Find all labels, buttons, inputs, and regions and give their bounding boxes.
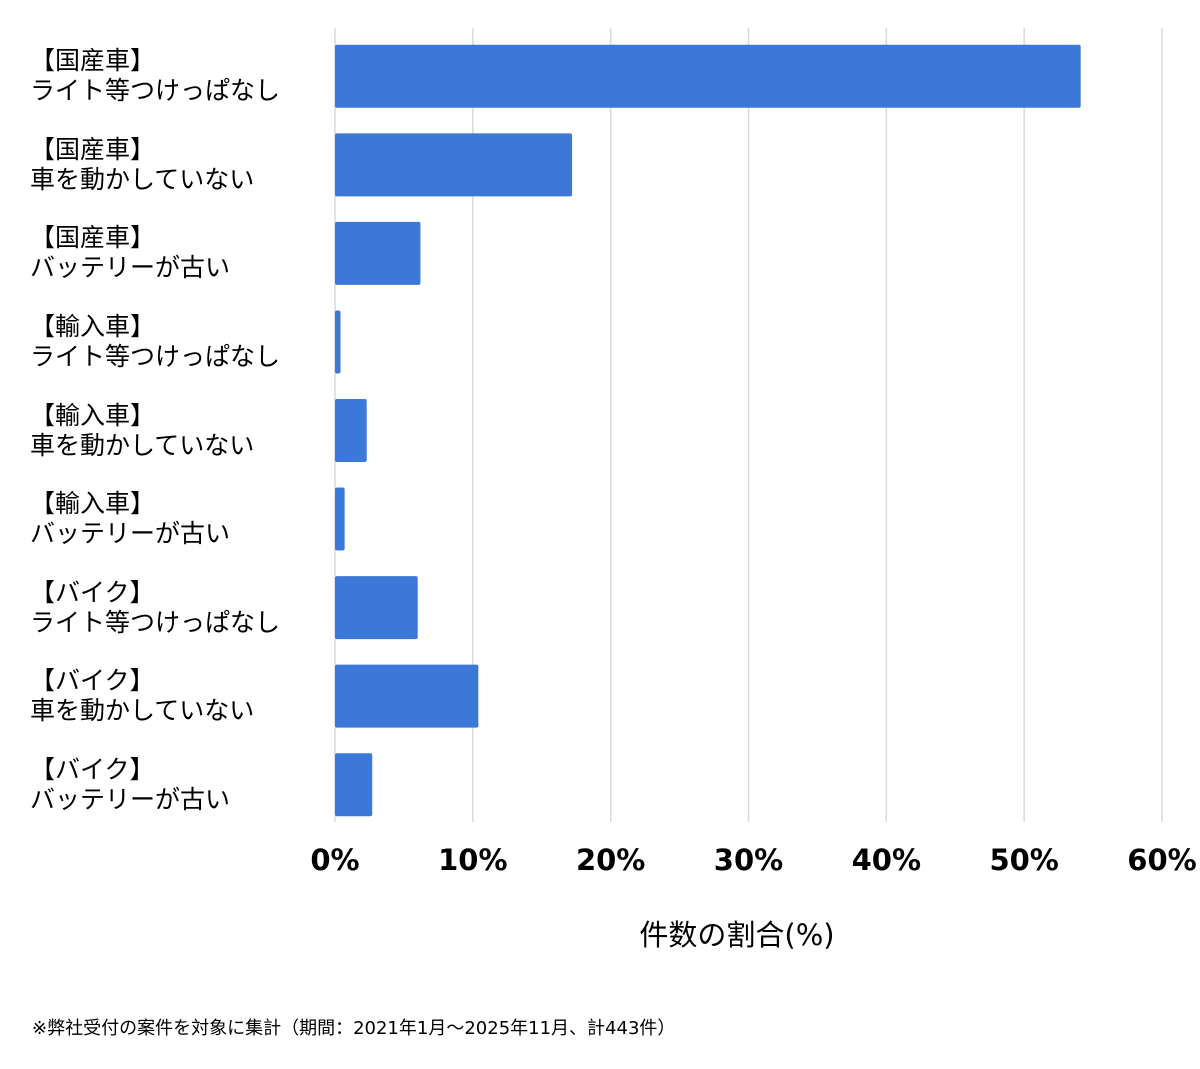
bar: [335, 133, 573, 197]
y-tick-label: 【国産車】 バッテリーが古い: [30, 223, 231, 283]
x-tick-label: 60%: [1127, 843, 1196, 877]
x-tick-label: 30%: [714, 843, 783, 877]
bar: [335, 44, 1081, 108]
bar: [335, 664, 479, 728]
x-tick-label: 0%: [310, 843, 359, 877]
x-tick-label: 40%: [852, 843, 921, 877]
y-tick-label: 【輸入車】 車を動かしていない: [30, 400, 255, 460]
y-tick-label: 【バイク】 バッテリーが古い: [30, 754, 231, 814]
x-tick-label: 10%: [438, 843, 507, 877]
y-tick-label: 【国産車】 ライト等つけっぱなし: [30, 46, 281, 106]
bar: [335, 753, 373, 817]
y-tick-label: 【輸入車】 バッテリーが古い: [30, 489, 231, 549]
bar: [335, 221, 421, 285]
x-tick-label: 50%: [989, 843, 1058, 877]
footnote: ※弊社受付の案件を対象に集計（期間：2021年1月〜2025年11月、計443件…: [32, 1018, 675, 1039]
y-tick-label: 【バイク】 ライト等つけっぱなし: [30, 577, 281, 637]
x-tick-label: 20%: [576, 843, 645, 877]
bar: [335, 399, 367, 462]
y-tick-label: 【輸入車】 ライト等つけっぱなし: [30, 311, 281, 371]
y-tick-label: 【バイク】 車を動かしていない: [30, 666, 255, 726]
bar: [335, 576, 418, 640]
bar: [335, 310, 341, 374]
y-tick-label: 【国産車】 車を動かしていない: [30, 134, 255, 194]
bar: [335, 487, 345, 551]
x-axis-title: 件数の割合(%): [639, 918, 834, 952]
